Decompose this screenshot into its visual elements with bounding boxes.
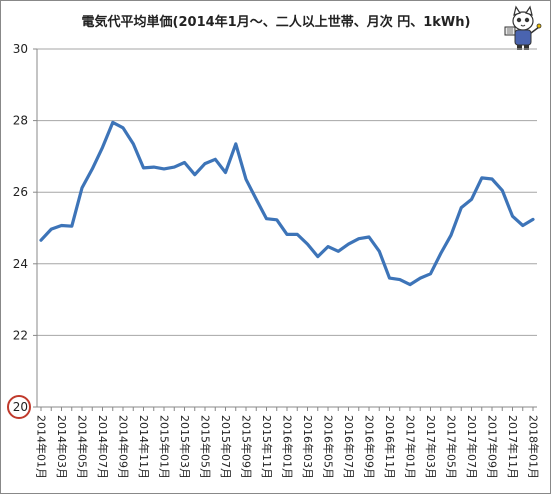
y-tick-label: 20 [13,400,28,414]
x-tick-label: 2016年05月 [322,415,336,479]
y-tick-label: 26 [13,185,28,199]
x-tick-label: 2015年05月 [199,415,213,479]
x-tick-label: 2017年09月 [486,415,500,479]
x-tick-label: 2014年11月 [137,415,151,479]
x-tick-label: 2017年11月 [506,415,520,479]
chart-title: 電気代平均単価(2014年1月～、二人以上世帯、月次 円、1kWh) [81,15,471,30]
x-tick-label: 2017年07月 [465,415,479,479]
y-tick-label: 30 [13,42,28,56]
x-tick-label: 2014年07月 [96,415,110,479]
x-tick-label: 2016年09月 [363,415,377,479]
x-tick-label: 2016年11月 [383,415,397,479]
x-tick-label: 2014年01月 [35,415,49,479]
x-tick-label: 2015年09月 [240,415,254,479]
x-tick-label: 2014年05月 [76,415,90,479]
y-tick-label: 28 [13,114,28,128]
x-tick-label: 2016年01月 [281,415,295,479]
x-tick-label: 2016年03月 [301,415,315,479]
x-tick-label: 2014年03月 [55,415,69,479]
x-tick-label: 2018年01月 [527,415,541,479]
x-tick-label: 2015年11月 [260,415,274,479]
y-tick-label: 22 [13,328,28,342]
x-tick-label: 2015年07月 [219,415,233,479]
x-tick-label: 2017年03月 [424,415,438,479]
x-tick-label: 2016年07月 [342,415,356,479]
x-tick-label: 2017年05月 [445,415,459,479]
x-tick-label: 2014年09月 [117,415,131,479]
series-line [39,120,535,287]
x-tick-label: 2015年01月 [158,415,172,479]
y-tick-label: 24 [13,257,28,271]
highlight-circle [7,395,31,419]
mascot-cat-icon [504,5,542,50]
x-tick-label: 2017年01月 [404,415,418,479]
x-tick-label: 2015年03月 [178,415,192,479]
